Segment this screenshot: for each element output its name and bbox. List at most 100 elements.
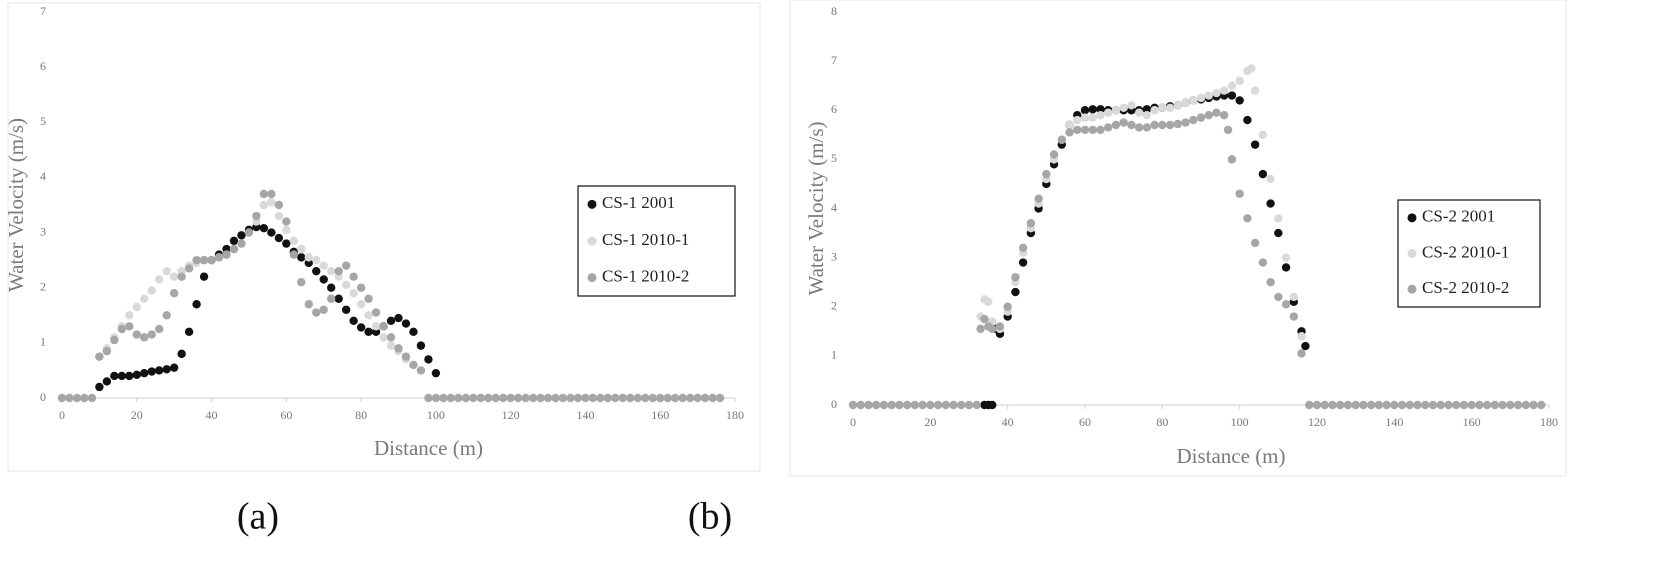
data-point: [267, 189, 276, 199]
data-point: [1235, 76, 1244, 85]
data-point: [132, 302, 141, 312]
y-tick-label: 7: [831, 53, 837, 67]
data-point: [379, 333, 388, 342]
data-point: [949, 400, 958, 410]
data-point: [207, 255, 216, 265]
data-point: [528, 393, 538, 403]
data-point: [386, 333, 396, 342]
data-point: [1196, 113, 1206, 122]
x-tick-label: 0: [59, 408, 65, 422]
data-point: [588, 393, 598, 403]
data-point: [976, 324, 985, 334]
y-tick-label: 2: [40, 279, 46, 293]
data-point: [964, 400, 974, 410]
data-point: [1421, 400, 1430, 410]
data-point: [1088, 113, 1097, 122]
data-point: [424, 393, 433, 403]
x-tick-label: 160: [1463, 415, 1481, 429]
data-point: [1258, 130, 1268, 140]
data-point: [1301, 341, 1310, 351]
data-point: [125, 371, 134, 381]
data-point: [1482, 400, 1492, 410]
legend-label: CS-2 2010-1: [1422, 242, 1509, 261]
x-axis-label: Distance (m): [374, 436, 483, 460]
data-point: [693, 393, 702, 403]
data-point: [1096, 105, 1105, 114]
data-point: [401, 352, 411, 361]
data-point: [1065, 128, 1074, 137]
data-point: [656, 393, 665, 403]
data-point: [700, 393, 710, 403]
data-point: [147, 367, 156, 376]
data-point: [1289, 292, 1299, 302]
data-point: [1312, 400, 1322, 410]
data-point: [1281, 253, 1291, 262]
data-point: [670, 393, 680, 403]
data-point: [626, 393, 635, 403]
data-point: [1297, 349, 1306, 358]
data-point: [1243, 214, 1252, 223]
data-point: [222, 250, 231, 259]
data-point: [1390, 400, 1399, 410]
data-point: [902, 400, 912, 410]
data-point: [229, 236, 239, 246]
legend-marker: [1407, 213, 1417, 223]
data-point: [282, 225, 291, 235]
data-point: [633, 393, 642, 403]
data-point: [1134, 123, 1144, 132]
data-point: [1150, 106, 1159, 115]
x-tick-label: 180: [726, 408, 744, 422]
data-point: [1018, 243, 1028, 252]
data-point: [379, 322, 388, 331]
y-tick-label: 2: [831, 299, 837, 313]
legend-label: CS-2 2010-2: [1422, 278, 1509, 297]
data-point: [169, 272, 179, 281]
data-point: [1235, 96, 1244, 105]
data-point: [872, 400, 881, 410]
data-point: [1305, 400, 1314, 410]
data-point: [957, 400, 966, 410]
data-point: [1258, 258, 1268, 267]
data-point: [1498, 400, 1507, 410]
data-point: [536, 393, 545, 403]
legend-label: CS-1 2010-2: [602, 267, 689, 286]
data-point: [879, 400, 889, 410]
data-point: [1274, 228, 1283, 238]
data-point: [237, 239, 246, 248]
legend-marker: [587, 236, 597, 246]
data-point: [132, 370, 141, 380]
data-point: [980, 314, 989, 324]
data-point: [274, 200, 284, 210]
data-point: [926, 400, 935, 410]
y-tick-label: 1: [40, 335, 46, 349]
data-point: [125, 311, 134, 320]
data-point: [1343, 400, 1353, 410]
legend-label: CS-1 2010-1: [602, 230, 689, 249]
data-point: [1220, 110, 1229, 120]
data-point: [1096, 110, 1105, 120]
data-point: [1235, 189, 1244, 198]
data-point: [140, 294, 149, 303]
data-point: [498, 393, 508, 403]
data-point: [319, 275, 328, 284]
x-tick-label: 140: [576, 408, 594, 422]
data-point: [147, 286, 156, 295]
data-point: [446, 393, 456, 403]
y-axis-label: Water Velocity (m/s): [4, 118, 28, 292]
data-point: [1042, 169, 1051, 179]
data-point: [162, 311, 171, 320]
data-point: [1073, 125, 1082, 135]
data-point: [304, 300, 313, 309]
data-point: [259, 200, 269, 210]
data-point: [297, 278, 306, 287]
data-point: [1274, 214, 1283, 223]
data-point: [1057, 135, 1067, 144]
data-point: [1204, 91, 1213, 100]
data-point: [1011, 273, 1020, 282]
data-point: [1096, 125, 1105, 135]
x-tick-label: 100: [1231, 415, 1249, 429]
data-point: [648, 393, 657, 403]
data-point: [65, 393, 74, 403]
data-point: [1281, 263, 1291, 272]
